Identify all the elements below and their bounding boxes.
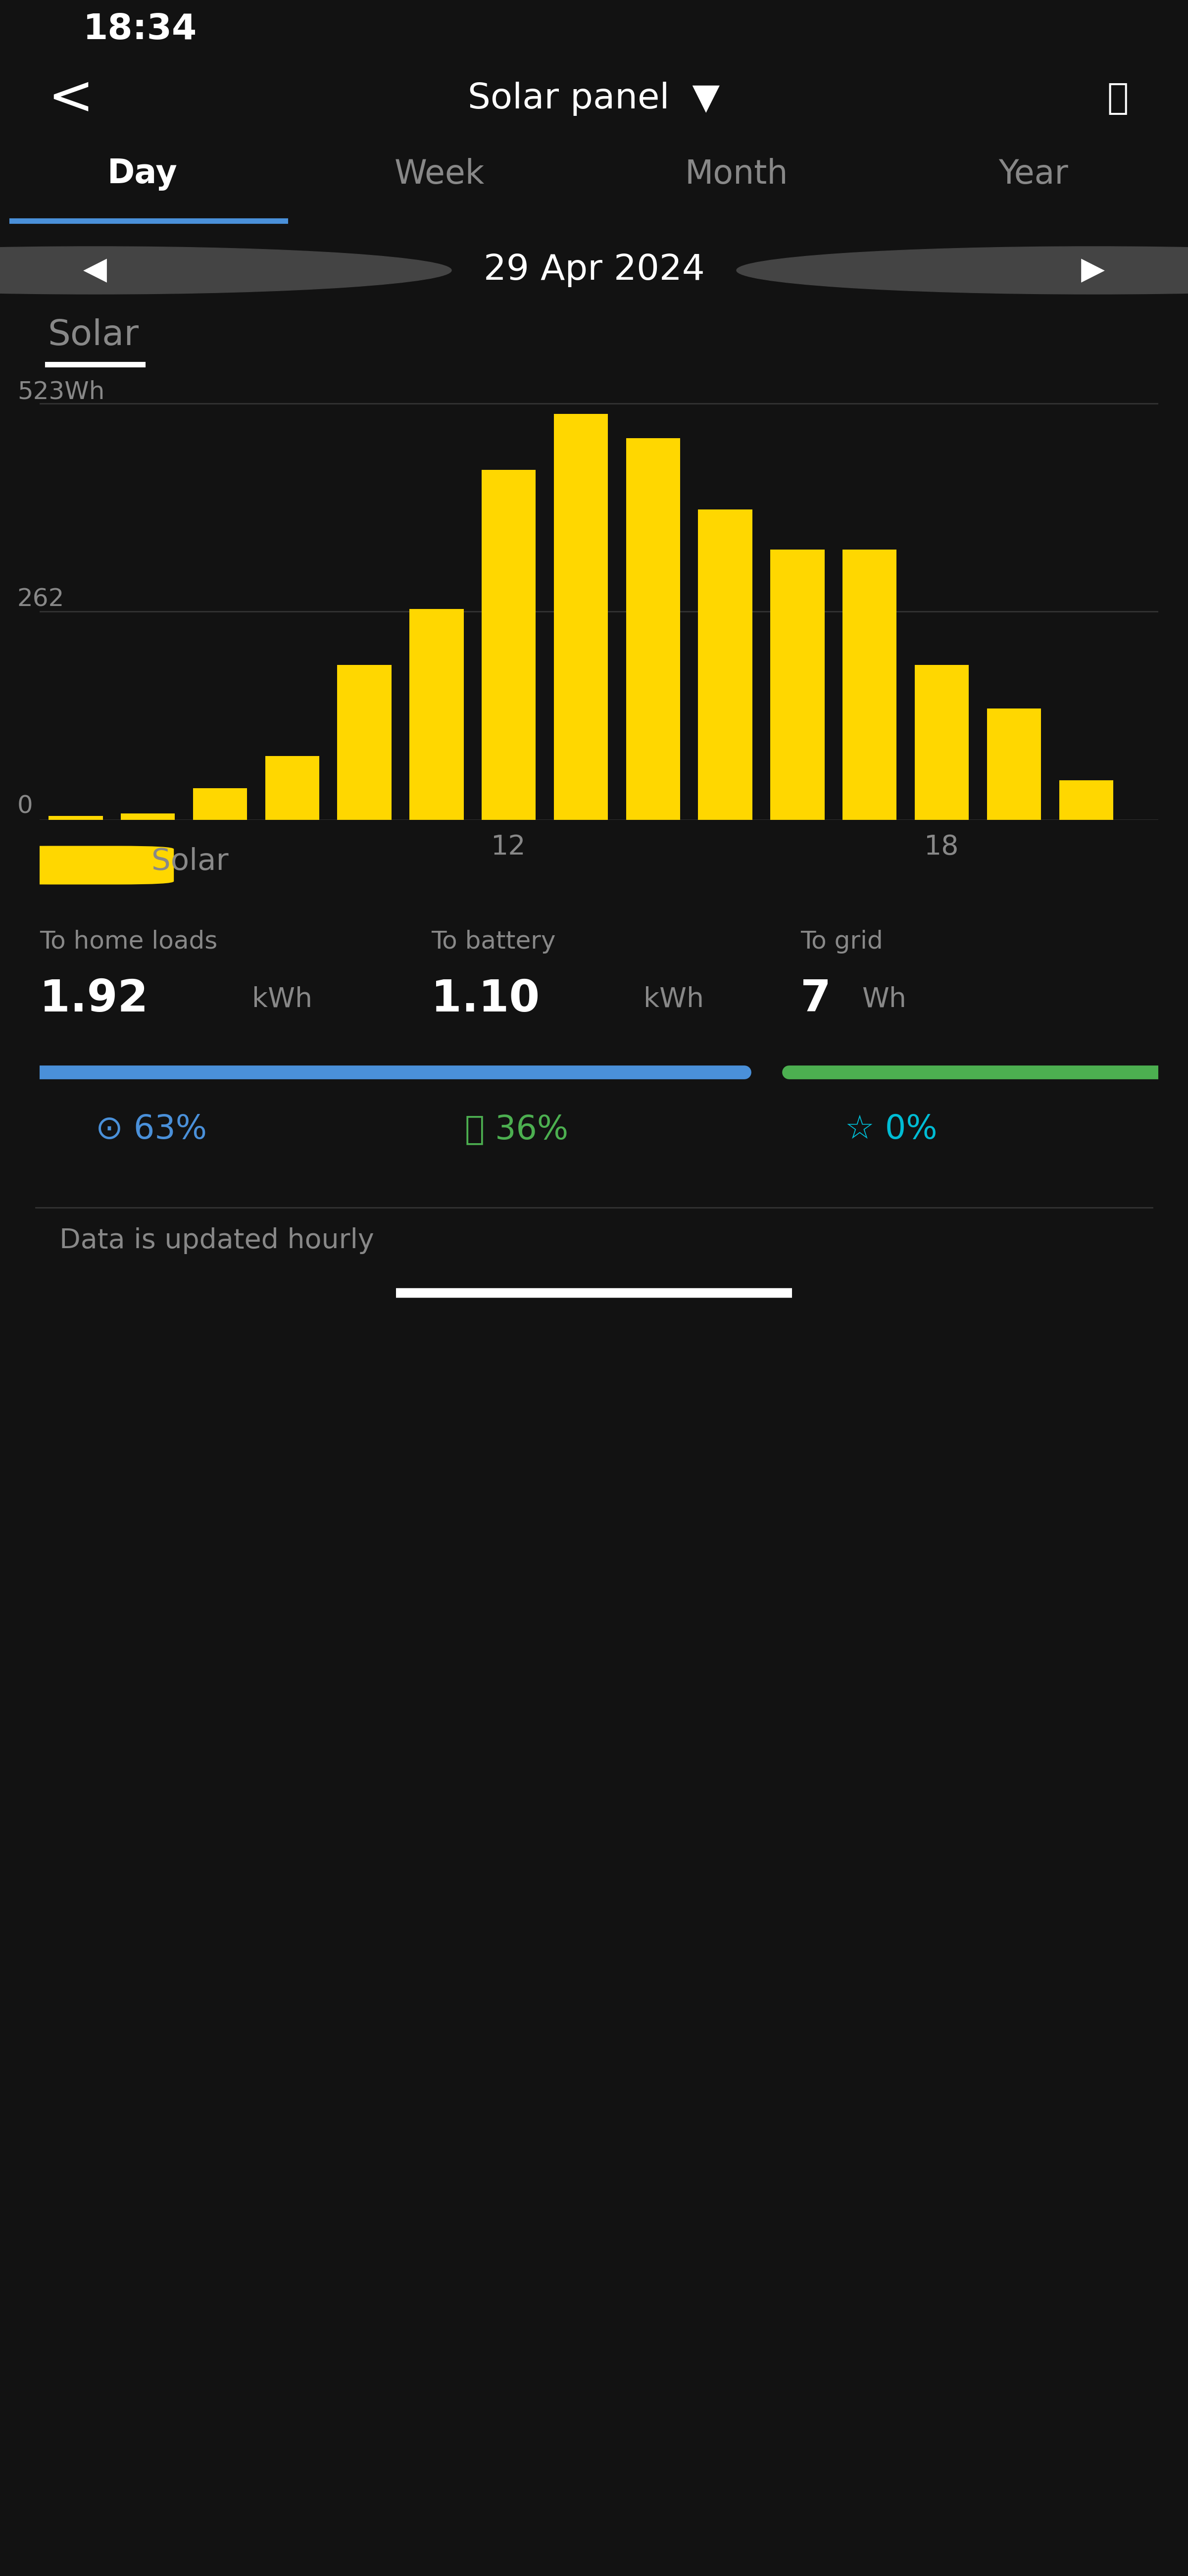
Text: <: < — [48, 72, 94, 126]
FancyBboxPatch shape — [0, 845, 173, 884]
Text: To home loads: To home loads — [39, 930, 217, 953]
Text: To grid: To grid — [801, 930, 883, 953]
Text: Wh: Wh — [861, 987, 906, 1012]
Text: To battery: To battery — [431, 930, 556, 953]
Text: Month: Month — [685, 157, 788, 191]
Bar — [481, 469, 536, 819]
Text: Data is updated hourly: Data is updated hourly — [59, 1226, 374, 1255]
Bar — [192, 788, 247, 819]
Bar — [626, 438, 681, 819]
Text: 523Wh: 523Wh — [17, 381, 105, 404]
Text: ☆ 0%: ☆ 0% — [845, 1113, 937, 1146]
Text: ◀: ◀ — [83, 255, 107, 286]
Bar — [49, 817, 102, 819]
Text: Year: Year — [999, 157, 1068, 191]
Bar — [554, 415, 608, 819]
Text: 18:34: 18:34 — [83, 13, 197, 46]
Text: 262: 262 — [17, 587, 64, 611]
Text: 7: 7 — [801, 976, 832, 1020]
Bar — [337, 665, 392, 819]
Text: 29 Apr 2024: 29 Apr 2024 — [484, 252, 704, 289]
Circle shape — [0, 247, 451, 294]
Bar — [121, 814, 175, 819]
Text: 1.10: 1.10 — [431, 976, 539, 1020]
Text: 📅: 📅 — [1107, 82, 1129, 116]
Bar — [842, 549, 897, 819]
Bar — [770, 549, 824, 819]
Bar — [410, 608, 463, 819]
Text: Week: Week — [394, 157, 485, 191]
Text: 1.92: 1.92 — [39, 976, 148, 1020]
Text: 0: 0 — [17, 793, 33, 819]
Bar — [915, 665, 969, 819]
Bar — [699, 510, 752, 819]
Text: kWh: kWh — [252, 987, 312, 1012]
Bar — [987, 708, 1041, 819]
Text: 🔋 36%: 🔋 36% — [465, 1113, 568, 1146]
Text: Solar: Solar — [152, 848, 228, 876]
Text: kWh: kWh — [644, 987, 704, 1012]
Circle shape — [737, 247, 1188, 294]
Text: ▶: ▶ — [1081, 255, 1105, 286]
Bar — [1059, 781, 1113, 819]
Text: ⊙ 63%: ⊙ 63% — [95, 1113, 207, 1146]
Bar — [265, 757, 320, 819]
Text: Solar panel  ▼: Solar panel ▼ — [468, 82, 720, 116]
Text: Day: Day — [107, 157, 178, 191]
Text: Solar: Solar — [48, 319, 139, 353]
